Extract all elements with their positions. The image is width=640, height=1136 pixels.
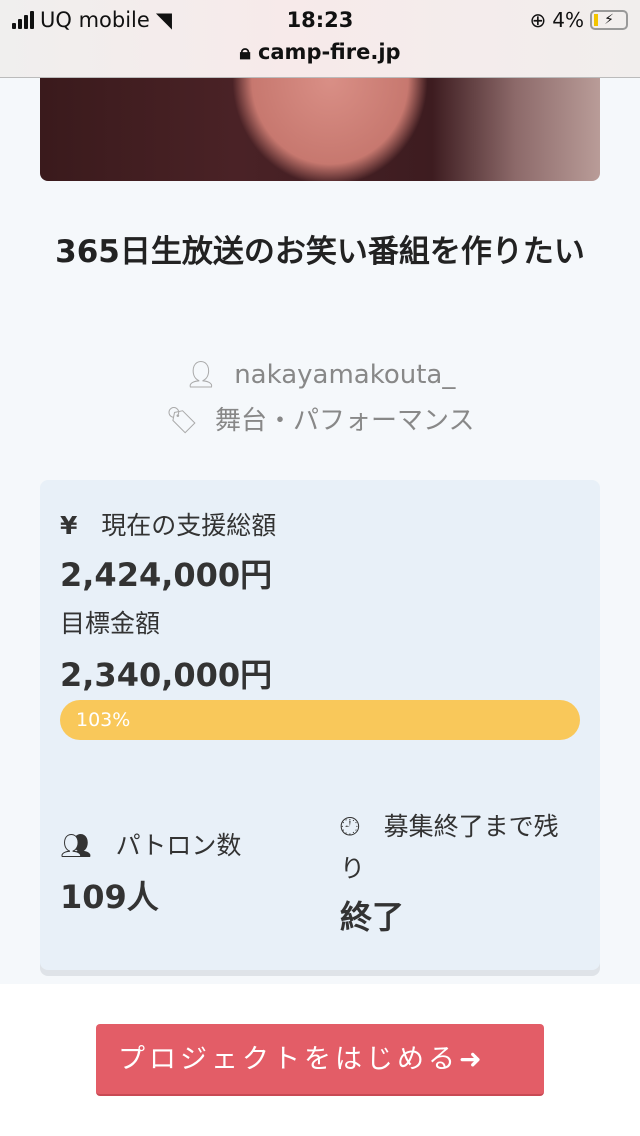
battery-icon: ⚡ [590, 10, 628, 30]
lock-icon: 🔒︎ [239, 40, 251, 64]
signal-icon [12, 11, 34, 29]
url-text: camp-fire.jp [257, 40, 401, 64]
user-icon: 👤︎ [184, 360, 218, 390]
goal-amount: 2,340,000円 [60, 656, 273, 694]
carrier-area: UQ mobile ◥ [12, 8, 172, 32]
goal-label: 目標金額 [60, 609, 161, 638]
category-row[interactable]: 🏷︎ 舞台・パフォーマンス [0, 400, 640, 437]
browser-status-bar: UQ mobile ◥ 18:23 ⊕ 4% ⚡ 🔒︎ camp-fire.jp [0, 0, 640, 78]
users-icon: 👥︎ [60, 831, 92, 860]
start-project-label: プロジェクトをはじめる [118, 1044, 459, 1075]
current-amount: 2,424,000円 [60, 556, 273, 594]
wifi-icon: ◥ [155, 8, 172, 32]
carrier: UQ mobile [40, 8, 150, 32]
battery-percent: 4% [552, 8, 584, 32]
category-name[interactable]: 舞台・パフォーマンス [215, 406, 475, 436]
rotation-lock-icon: ⊕ [529, 8, 547, 32]
remaining-value: 終了 [340, 898, 405, 936]
clock: 18:23 [286, 8, 354, 32]
author-row[interactable]: 👤︎ nakayamakouta_ [0, 360, 640, 390]
funding-stats-card: ¥ 現在の支援総額 2,424,000円 目標金額 2,340,000円 103… [40, 480, 600, 970]
progress-bar: 103% [60, 700, 580, 740]
project-image [40, 60, 600, 181]
clock-icon: 🕘︎ [340, 812, 360, 841]
project-title: 365日生放送のお笑い番組を作りたい [55, 234, 585, 270]
chevron-circle-right-icon: ➜ [459, 1044, 486, 1075]
yen-icon: ¥ [60, 511, 78, 540]
patrons-label: パトロン数 [115, 831, 242, 860]
battery-area: ⊕ 4% ⚡ [529, 8, 628, 32]
url-bar[interactable]: 🔒︎ camp-fire.jp [0, 40, 640, 65]
tag-icon: 🏷︎ [165, 406, 199, 436]
current-amount-label: 現在の支援総額 [101, 511, 277, 540]
remaining-label: 募集終了まで残り [340, 812, 559, 883]
author-name[interactable]: nakayamakouta_ [234, 360, 456, 390]
start-project-button[interactable]: プロジェクトをはじめる➜ [96, 1024, 544, 1096]
patrons-count: 109人 [60, 878, 159, 916]
progress-label: 103% [76, 709, 131, 731]
